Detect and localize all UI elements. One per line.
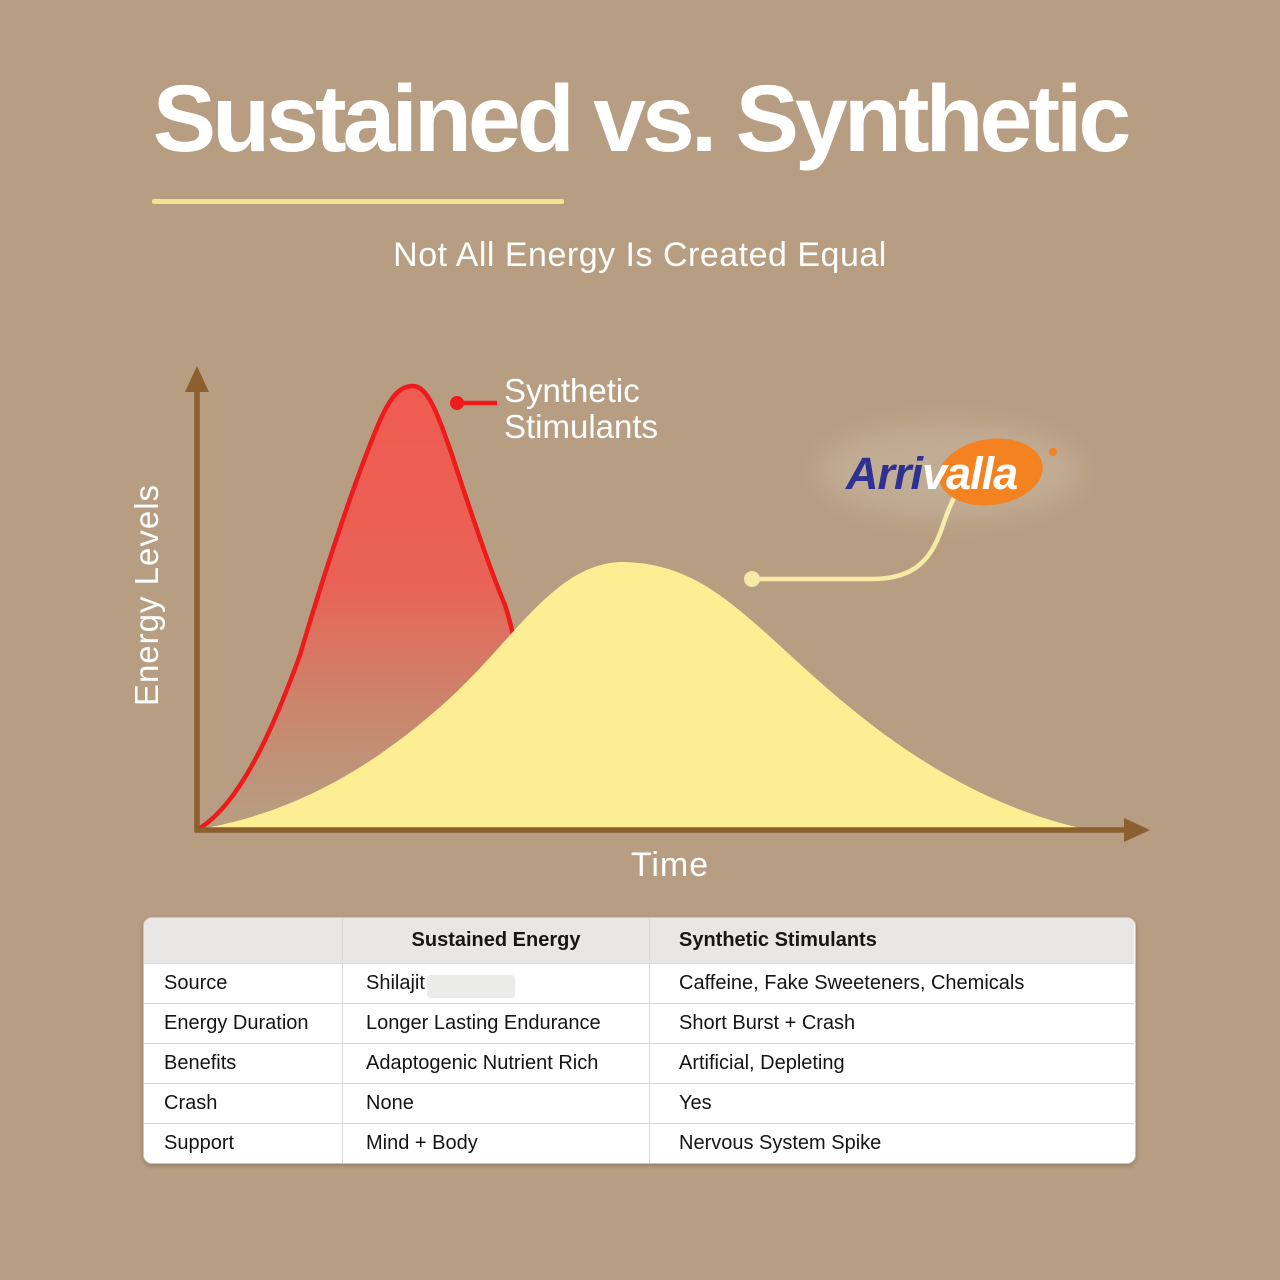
table-header-synthetic: Synthetic Stimulants bbox=[649, 918, 1134, 963]
row-label: Support bbox=[144, 1123, 342, 1163]
row-synthetic-value: Artificial, Depleting bbox=[649, 1043, 1134, 1083]
synthetic-curve-line bbox=[197, 383, 551, 831]
y-axis-arrow-icon bbox=[185, 366, 209, 392]
row-sustained-value: Mind + Body bbox=[342, 1123, 649, 1163]
annotation-dot-icon bbox=[450, 396, 464, 410]
row-label: Crash bbox=[144, 1083, 342, 1123]
row-label: Source bbox=[144, 963, 342, 1003]
synthetic-annotation: Synthetic Stimulants bbox=[450, 372, 658, 445]
logo-badge bbox=[939, 438, 1043, 506]
logo-text-suffix: valla bbox=[922, 448, 1017, 499]
erased-text-smudge bbox=[427, 975, 515, 998]
row-sustained-value: None bbox=[342, 1083, 649, 1123]
row-synthetic-value: Nervous System Spike bbox=[649, 1123, 1134, 1163]
logo-trademark-dot-icon bbox=[1049, 448, 1057, 456]
synthetic-label-line1: Synthetic bbox=[504, 372, 640, 409]
energy-chart: Energy Levels Time Synthetic Stimulants … bbox=[128, 366, 1150, 884]
row-label: Benefits bbox=[144, 1043, 342, 1083]
x-axis-label: Time bbox=[631, 846, 709, 884]
row-sustained-value: Adaptogenic Nutrient Rich bbox=[342, 1043, 649, 1083]
table-header-empty bbox=[144, 918, 342, 963]
y-axis bbox=[185, 366, 209, 832]
row-synthetic-value: Yes bbox=[649, 1083, 1134, 1123]
row-synthetic-value: Short Burst + Crash bbox=[649, 1003, 1134, 1043]
logo-wordmark: Arrivalla bbox=[845, 448, 1017, 499]
x-axis-arrow-icon bbox=[1124, 818, 1150, 842]
title-underline bbox=[152, 199, 564, 204]
row-label: Energy Duration bbox=[144, 1003, 342, 1043]
synthetic-label-line2: Stimulants bbox=[504, 408, 658, 445]
row-synthetic-value: Caffeine, Fake Sweeteners, Chemicals bbox=[649, 963, 1134, 1003]
y-axis-label: Energy Levels bbox=[128, 484, 165, 706]
x-axis bbox=[195, 818, 1150, 842]
comparison-table: Sustained Energy Synthetic Stimulants So… bbox=[143, 917, 1136, 1164]
logo-text-prefix: Arri bbox=[845, 448, 925, 499]
arrivalla-logo: Arrivalla bbox=[820, 423, 1080, 519]
page-title: Sustained vs. Synthetic bbox=[152, 66, 1131, 172]
page-subtitle: Not All Energy Is Created Equal bbox=[393, 236, 887, 274]
table-header-sustained: Sustained Energy bbox=[342, 918, 649, 963]
row-sustained-value: Longer Lasting Endurance bbox=[342, 1003, 649, 1043]
sustained-curve-fill bbox=[200, 562, 1085, 829]
